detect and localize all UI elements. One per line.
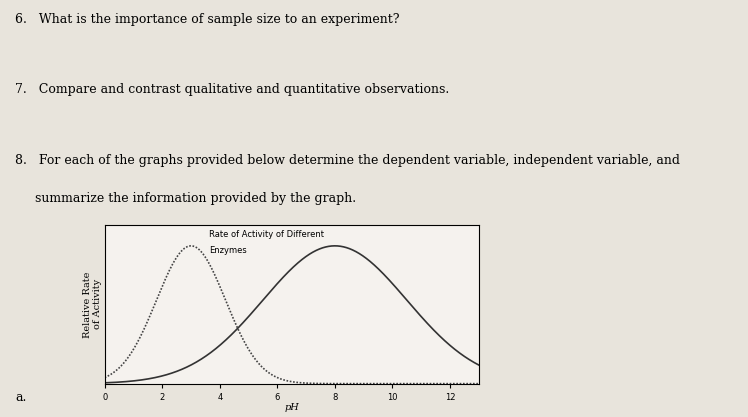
Text: Enzymes: Enzymes	[209, 246, 247, 255]
X-axis label: pH: pH	[284, 403, 299, 412]
Text: summarize the information provided by the graph.: summarize the information provided by th…	[15, 192, 356, 205]
Text: a.: a.	[15, 392, 26, 404]
Text: Rate of Activity of Different: Rate of Activity of Different	[209, 230, 325, 239]
Text: 7.   Compare and contrast qualitative and quantitative observations.: 7. Compare and contrast qualitative and …	[15, 83, 450, 96]
Text: 6.   What is the importance of sample size to an experiment?: 6. What is the importance of sample size…	[15, 13, 399, 25]
Text: 8.   For each of the graphs provided below determine the dependent variable, ind: 8. For each of the graphs provided below…	[15, 154, 680, 167]
Y-axis label: Relative Rate
of Activity: Relative Rate of Activity	[82, 271, 102, 338]
